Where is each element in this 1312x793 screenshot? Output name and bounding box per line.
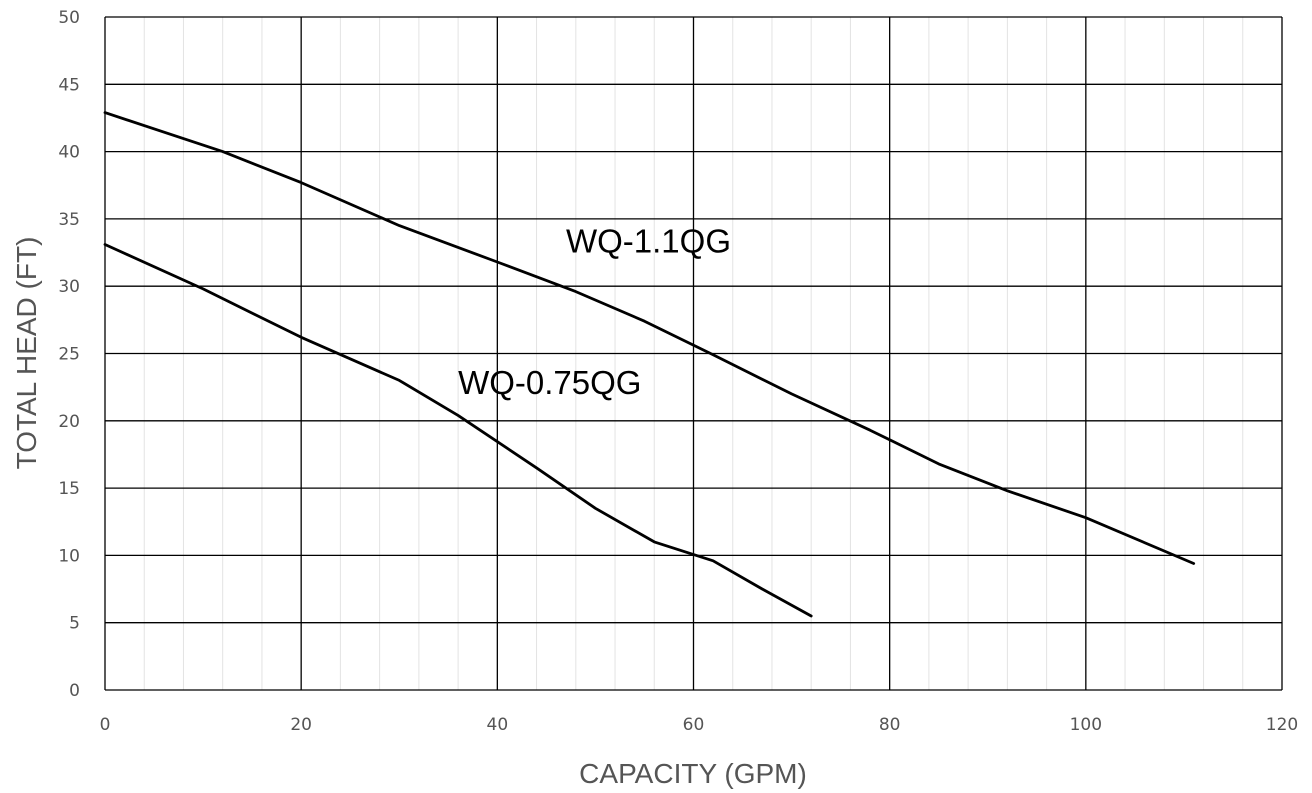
series-label: WQ-1.1QG (566, 223, 731, 260)
series-line (103, 111, 1196, 565)
series-label: WQ-0.75QG (458, 364, 641, 401)
y-tick-label: 30 (58, 277, 80, 297)
y-axis-title: TOTAL HEAD (FT) (11, 237, 42, 470)
y-tick-label: 0 (69, 681, 80, 701)
y-tick-label: 40 (58, 143, 80, 163)
x-tick-label: 100 (1070, 715, 1102, 735)
y-tick-label: 5 (69, 614, 80, 634)
y-tick-label: 10 (58, 546, 80, 566)
y-tick-label: 20 (58, 412, 80, 432)
x-tick-labels: 0 20 40 60 80 100 120 (100, 715, 1299, 735)
y-tick-label: 35 (58, 210, 80, 230)
series-line (103, 243, 813, 618)
y-tick-labels: 0 5 10 15 20 25 30 35 40 45 50 (58, 8, 80, 701)
series-labels: WQ-1.1QG WQ-0.75QG (458, 223, 731, 401)
x-axis-title: CAPACITY (GPM) (579, 758, 807, 789)
x-tick-label: 0 (100, 715, 111, 735)
x-tick-label: 120 (1266, 715, 1298, 735)
y-tick-label: 50 (58, 8, 80, 28)
y-tick-label: 25 (58, 345, 80, 365)
y-tick-label: 15 (58, 479, 80, 499)
y-tick-label: 45 (58, 75, 80, 95)
x-tick-label: 40 (487, 715, 509, 735)
x-tick-label: 60 (683, 715, 705, 735)
series-layer (103, 111, 1196, 618)
major-grid (104, 16, 1283, 691)
x-tick-label: 80 (879, 715, 901, 735)
x-tick-label: 20 (290, 715, 312, 735)
